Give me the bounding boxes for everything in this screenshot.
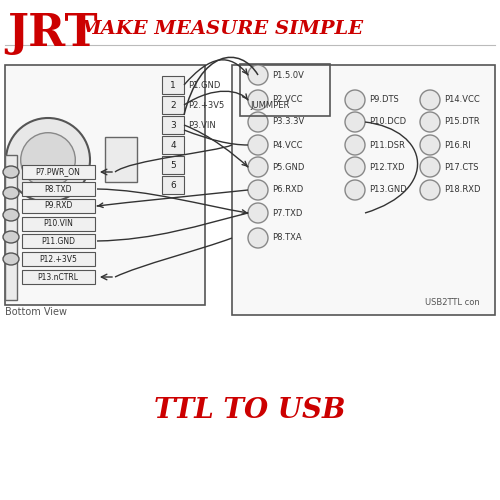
Text: 6: 6 <box>170 180 176 190</box>
Bar <box>232 65 495 315</box>
Circle shape <box>248 228 268 248</box>
Circle shape <box>248 112 268 132</box>
Circle shape <box>420 135 440 155</box>
Bar <box>162 136 184 154</box>
Ellipse shape <box>3 166 19 178</box>
Circle shape <box>345 135 365 155</box>
Text: P13.GND: P13.GND <box>369 186 407 194</box>
Text: P5.GND: P5.GND <box>272 162 304 172</box>
Text: TTL TO USB: TTL TO USB <box>154 396 346 423</box>
Text: MAKE MEASURE SIMPLE: MAKE MEASURE SIMPLE <box>80 20 364 38</box>
Text: P4.VCC: P4.VCC <box>272 140 302 149</box>
Text: P13.nCTRL: P13.nCTRL <box>38 272 78 281</box>
Bar <box>105 137 137 182</box>
Text: JRT: JRT <box>7 12 98 55</box>
Text: P11.GND: P11.GND <box>41 236 75 246</box>
Text: P10.VIN: P10.VIN <box>43 220 73 228</box>
Ellipse shape <box>3 209 19 221</box>
Circle shape <box>248 180 268 200</box>
Text: P7.PWR_ON: P7.PWR_ON <box>36 168 80 176</box>
Text: P18.RXD: P18.RXD <box>444 186 480 194</box>
Text: 1: 1 <box>170 80 176 90</box>
Ellipse shape <box>3 187 19 199</box>
Text: P16.RI: P16.RI <box>444 140 471 149</box>
Circle shape <box>420 180 440 200</box>
Bar <box>162 156 184 174</box>
Text: P6.RXD: P6.RXD <box>272 186 303 194</box>
Bar <box>22 270 95 284</box>
Text: P8.TXD: P8.TXD <box>44 184 72 194</box>
Bar <box>162 76 184 94</box>
Circle shape <box>248 135 268 155</box>
Circle shape <box>248 65 268 85</box>
Text: USB2TTL con: USB2TTL con <box>425 298 480 307</box>
Text: P3.3.3V: P3.3.3V <box>272 118 304 126</box>
Circle shape <box>20 132 76 188</box>
Text: P14.VCC: P14.VCC <box>444 96 480 104</box>
Bar <box>22 199 95 213</box>
Bar <box>162 116 184 134</box>
Text: P7.TXD: P7.TXD <box>272 208 302 218</box>
Text: Bottom View: Bottom View <box>5 307 67 317</box>
Text: P1.5.0V: P1.5.0V <box>272 70 304 80</box>
Text: JUMMPER: JUMMPER <box>250 102 290 110</box>
Text: P1.GND: P1.GND <box>188 80 220 90</box>
Text: P10.DCD: P10.DCD <box>369 118 406 126</box>
Text: 5: 5 <box>170 160 176 170</box>
Circle shape <box>6 118 90 202</box>
Circle shape <box>420 112 440 132</box>
Bar <box>22 252 95 266</box>
Bar <box>162 176 184 194</box>
Circle shape <box>248 203 268 223</box>
Text: P3.VIN: P3.VIN <box>188 120 216 130</box>
Bar <box>22 182 95 196</box>
Circle shape <box>248 90 268 110</box>
Text: P15.DTR: P15.DTR <box>444 118 480 126</box>
Bar <box>5 155 17 300</box>
Circle shape <box>420 157 440 177</box>
Circle shape <box>248 157 268 177</box>
Bar <box>240 64 330 116</box>
Text: P2.+3V5: P2.+3V5 <box>188 100 224 110</box>
Circle shape <box>345 157 365 177</box>
Circle shape <box>420 90 440 110</box>
Text: P12.+3V5: P12.+3V5 <box>39 254 77 264</box>
Bar <box>5 65 205 305</box>
Text: P17.CTS: P17.CTS <box>444 162 478 172</box>
Circle shape <box>345 112 365 132</box>
Circle shape <box>345 90 365 110</box>
Text: P11.DSR: P11.DSR <box>369 140 405 149</box>
Text: P9.DTS: P9.DTS <box>369 96 399 104</box>
Text: P9.RXD: P9.RXD <box>44 202 72 210</box>
Text: 3: 3 <box>170 120 176 130</box>
Circle shape <box>345 180 365 200</box>
Bar <box>162 96 184 114</box>
Text: P2.VCC: P2.VCC <box>272 96 302 104</box>
Text: P12.TXD: P12.TXD <box>369 162 404 172</box>
Text: 2: 2 <box>170 100 176 110</box>
Bar <box>22 234 95 248</box>
Text: 4: 4 <box>170 140 176 149</box>
Ellipse shape <box>3 231 19 243</box>
Ellipse shape <box>3 253 19 265</box>
Bar <box>22 165 95 179</box>
Bar <box>22 217 95 231</box>
Text: P8.TXA: P8.TXA <box>272 234 302 242</box>
